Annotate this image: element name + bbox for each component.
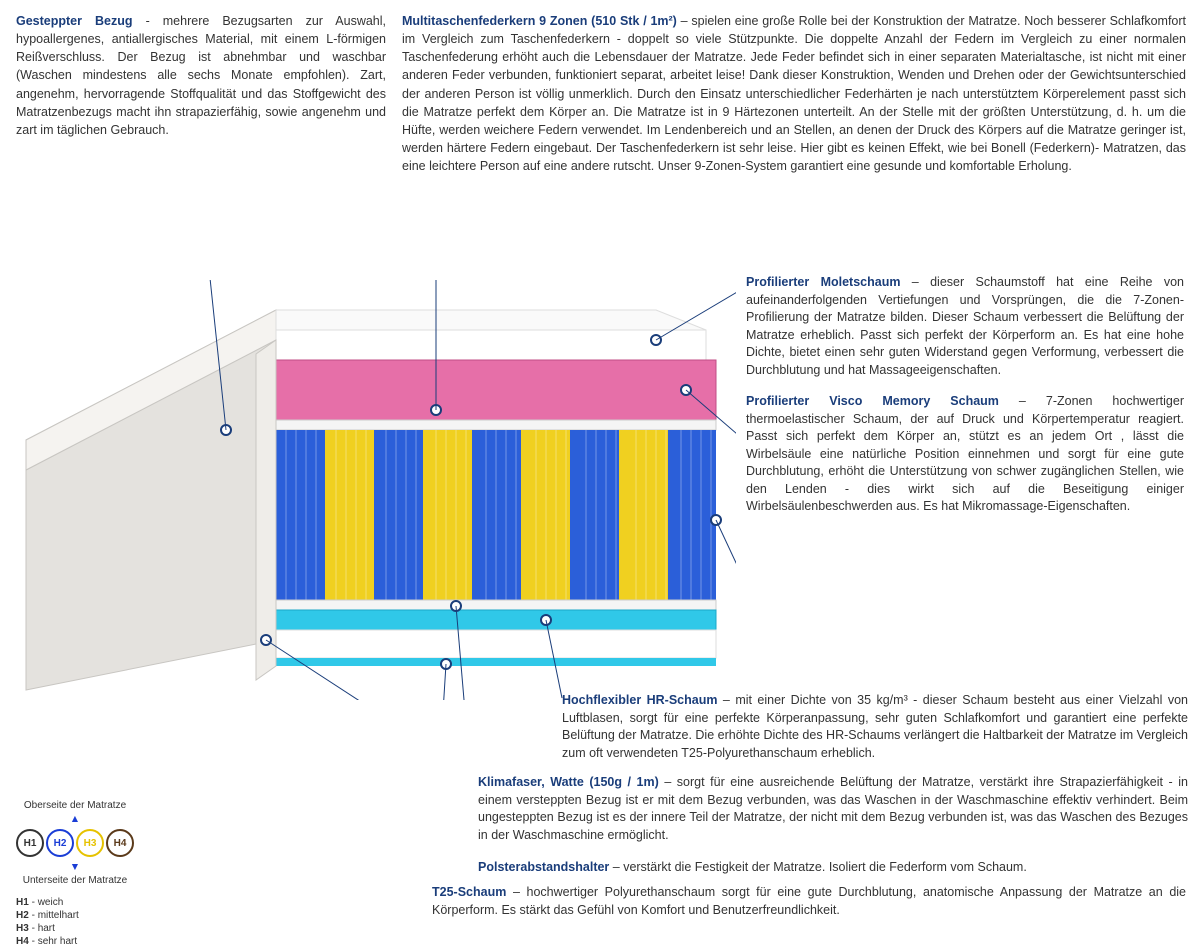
- up-arrow-icon: ▲: [16, 813, 134, 825]
- h3-lbl: hart: [38, 923, 55, 934]
- hardness-h3: H3: [76, 829, 104, 857]
- h3-id: H3: [16, 923, 29, 934]
- h4-lbl: sehr hart: [38, 936, 77, 947]
- title-polster: Polsterabstandshalter: [478, 860, 609, 874]
- title-klimafaser: Klimafaser, Watte (150g / 1m): [478, 775, 659, 789]
- legend-top-label: Oberseite der Matratze: [16, 800, 134, 811]
- section-moletschaum: Profilierter Moletschaum – dieser Schaum…: [746, 274, 1184, 379]
- h4-id: H4: [16, 936, 29, 947]
- section-gesteppter-bezug: Gesteppter Bezug - mehrere Bezugsarten z…: [16, 12, 386, 139]
- hardness-legend: Oberseite der Matratze ▲ H1 H2 H3 H4 ▼ U…: [16, 798, 134, 948]
- legend-definitions: H1 - weich H2 - mittelhart H3 - hart H4 …: [16, 896, 134, 948]
- title-multitaschen: Multitaschenfederkern 9 Zonen (510 Stk /…: [402, 14, 677, 28]
- text-visco: – 7-Zonen hochwertiger thermoelastischer…: [746, 394, 1184, 513]
- title-moletschaum: Profilierter Moletschaum: [746, 275, 900, 289]
- text-moletschaum: – dieser Schaumstoff hat eine Reihe von …: [746, 275, 1184, 377]
- h1-id: H1: [16, 897, 29, 908]
- text-multitaschen: – spielen eine große Rolle bei der Konst…: [402, 14, 1186, 173]
- text-gesteppter: - mehrere Bezugsarten zur Auswahl, hypoa…: [16, 14, 386, 137]
- mattress-diagram: [16, 280, 736, 700]
- h2-id: H2: [16, 910, 29, 921]
- text-polster: – verstärkt die Festigkeit der Matratze.…: [609, 860, 1027, 874]
- hardness-h1: H1: [16, 829, 44, 857]
- section-polster: Polsterabstandshalter – verstärkt die Fe…: [478, 860, 1188, 874]
- text-t25: – hochwertiger Polyurethanschaum sorgt f…: [432, 885, 1186, 917]
- down-arrow-icon: ▼: [16, 861, 134, 873]
- section-visco: Profilierter Visco Memory Schaum – 7-Zon…: [746, 393, 1184, 516]
- right-mid-column: Profilierter Moletschaum – dieser Schaum…: [746, 274, 1184, 530]
- legend-bottom-label: Unterseite der Matratze: [16, 875, 134, 886]
- section-t25: T25-Schaum – hochwertiger Polyurethansch…: [432, 884, 1186, 919]
- title-t25: T25-Schaum: [432, 885, 506, 899]
- section-multitaschen: Multitaschenfederkern 9 Zonen (510 Stk /…: [402, 12, 1186, 175]
- section-klimafaser: Klimafaser, Watte (150g / 1m) – sorgt fü…: [478, 774, 1188, 844]
- hardness-h4: H4: [106, 829, 134, 857]
- h1-lbl: weich: [38, 897, 64, 908]
- title-gesteppter: Gesteppter Bezug: [16, 14, 133, 28]
- hardness-h2: H2: [46, 829, 74, 857]
- hardness-circles: H1 H2 H3 H4: [16, 829, 134, 857]
- h2-lbl: mittelhart: [38, 910, 79, 921]
- section-hrschaum: Hochflexibler HR-Schaum – mit einer Dich…: [562, 692, 1188, 762]
- mattress-svg: [16, 280, 736, 700]
- title-visco: Profilierter Visco Memory Schaum: [746, 394, 999, 408]
